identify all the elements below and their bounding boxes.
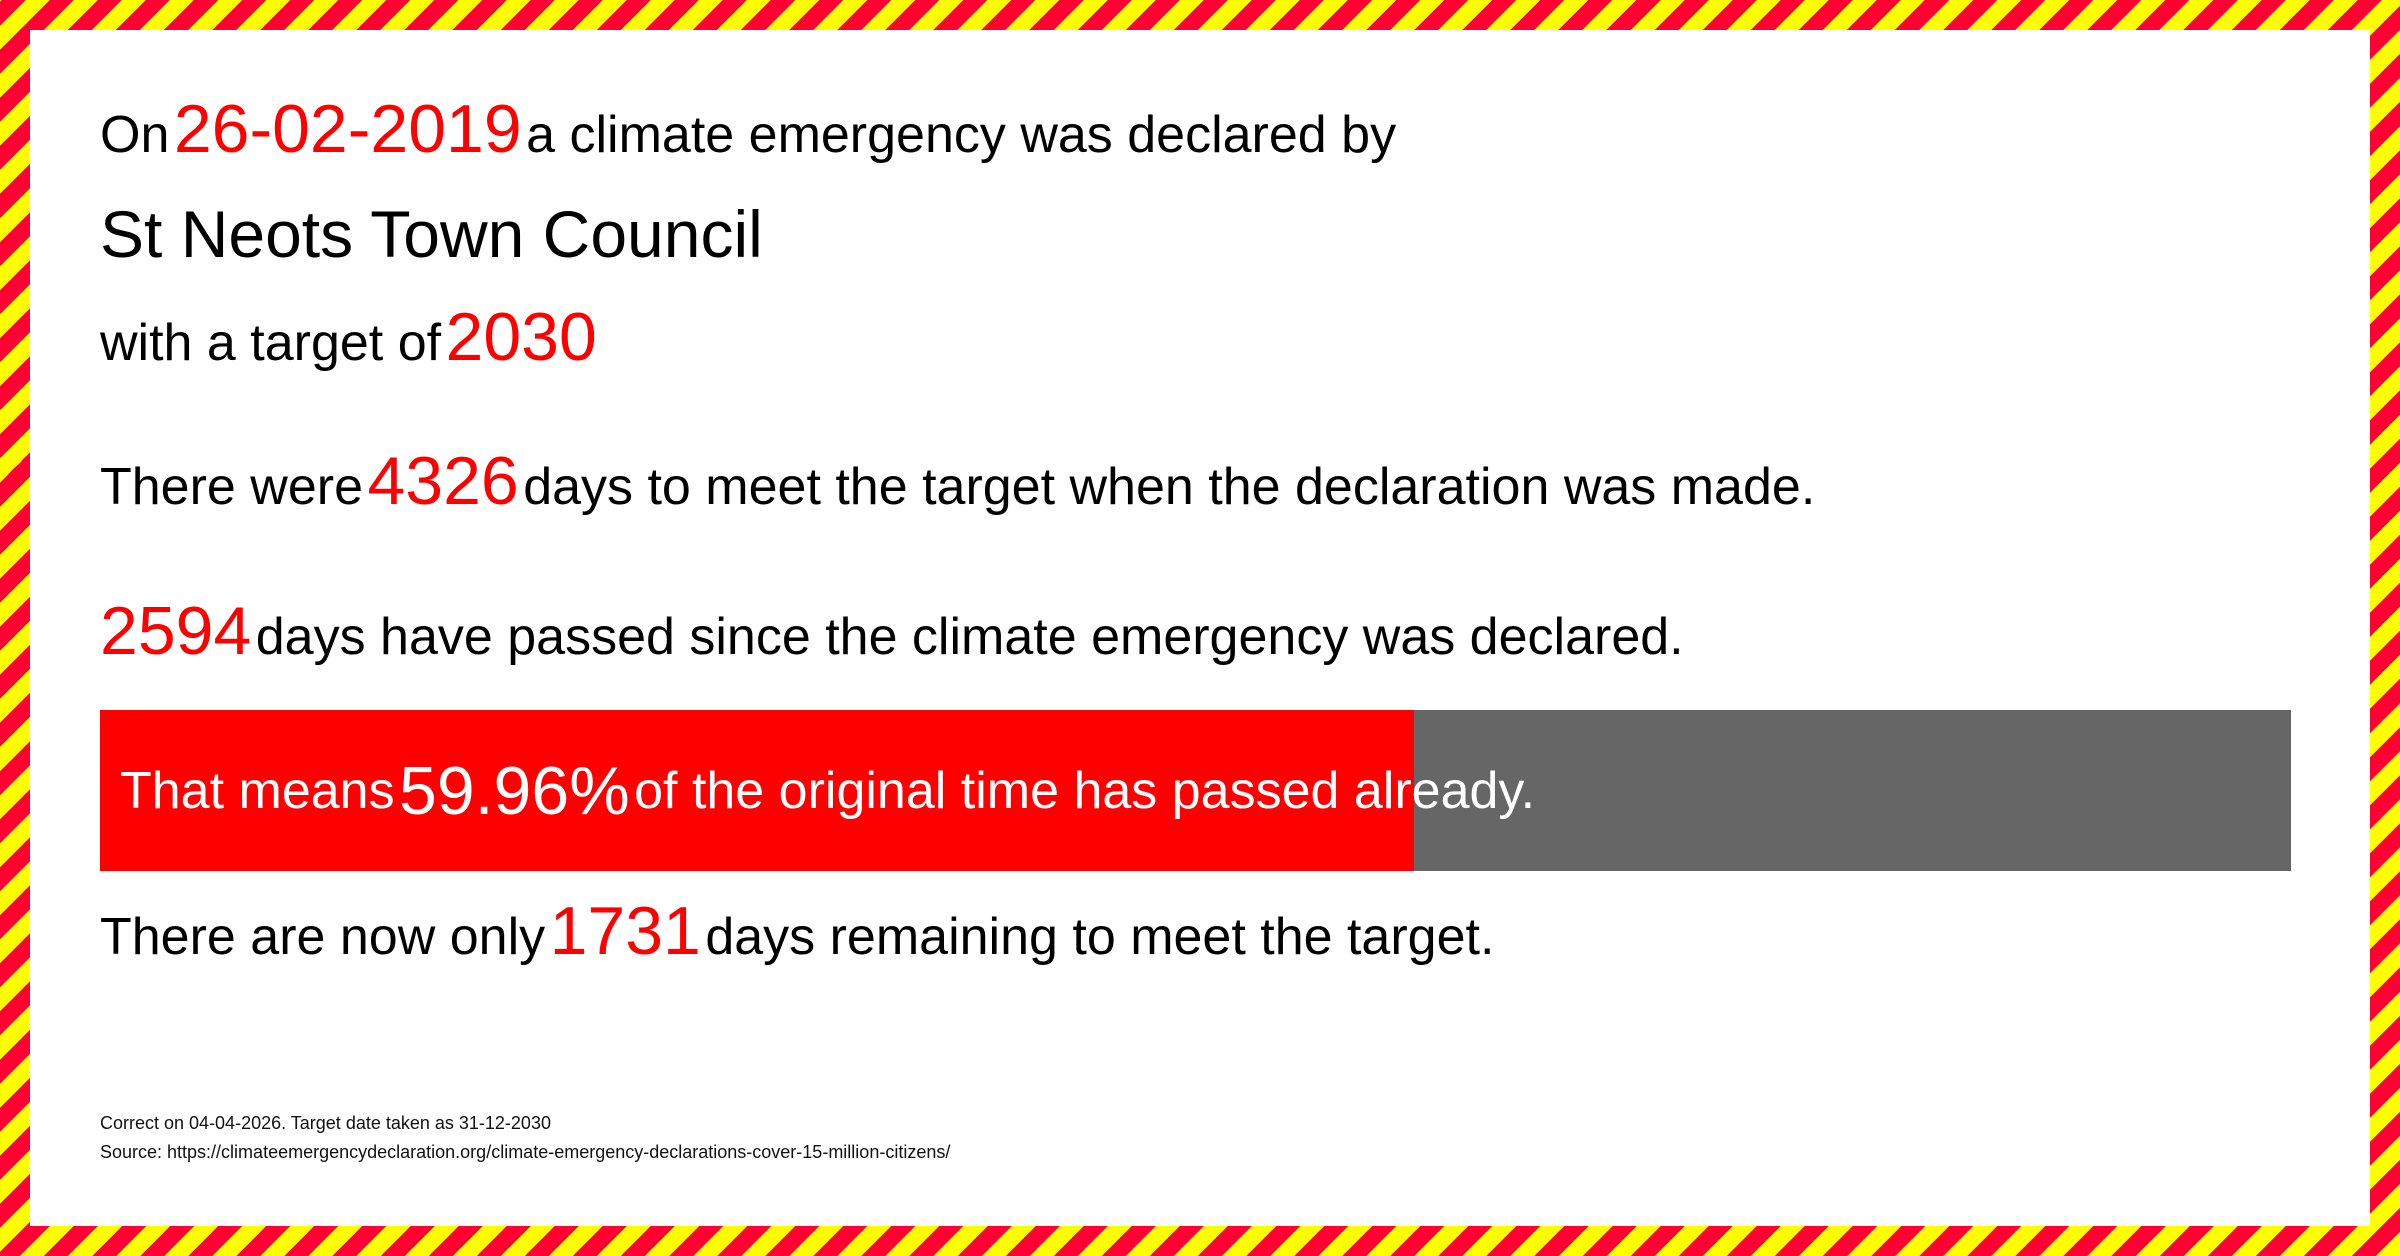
declaration-card: On 26-02-2019 a climate emergency was de… bbox=[30, 30, 2370, 1226]
declaration-date: 26-02-2019 bbox=[173, 91, 522, 167]
days-remaining: 1731 bbox=[549, 893, 701, 969]
correct-on-note: Correct on 04-04-2026. Target date taken… bbox=[100, 1113, 551, 1133]
days-passed-label: days have passed since the climate emerg… bbox=[255, 608, 1684, 666]
target-line: with a target of 2030 bbox=[100, 298, 597, 376]
days-remaining-line: There are now only 1731 days remaining t… bbox=[100, 892, 1494, 970]
that-means-label: That means bbox=[120, 761, 395, 820]
on-label: On bbox=[100, 106, 170, 164]
declared-by-label: a climate emergency was declared by bbox=[526, 106, 1397, 164]
progress-bar: That means 59.96% of the original time h… bbox=[100, 710, 2291, 871]
remaining-prefix: There are now only bbox=[100, 908, 546, 966]
total-days-line: There were 4326 days to meet the target … bbox=[100, 442, 1815, 520]
percent-passed: 59.96% bbox=[399, 752, 630, 829]
progress-fill bbox=[100, 710, 1414, 871]
source-note: Source: https://climateemergencydeclarat… bbox=[100, 1142, 951, 1162]
council-name: St Neots Town Council bbox=[100, 197, 763, 271]
total-days-label: days to meet the target when the declara… bbox=[523, 458, 1816, 516]
progress-text: That means 59.96% of the original time h… bbox=[120, 710, 1535, 871]
target-label: with a target of bbox=[100, 314, 442, 372]
there-were-label: There were bbox=[100, 458, 363, 516]
percent-passed-label: of the original time has passed already. bbox=[634, 761, 1536, 820]
remaining-label: days remaining to meet the target. bbox=[705, 908, 1495, 966]
days-passed: 2594 bbox=[100, 593, 252, 669]
target-year: 2030 bbox=[445, 299, 597, 375]
days-passed-line: 2594 days have passed since the climate … bbox=[100, 592, 1684, 670]
total-days: 4326 bbox=[367, 443, 519, 519]
declaration-date-line: On 26-02-2019 a climate emergency was de… bbox=[100, 90, 1396, 168]
